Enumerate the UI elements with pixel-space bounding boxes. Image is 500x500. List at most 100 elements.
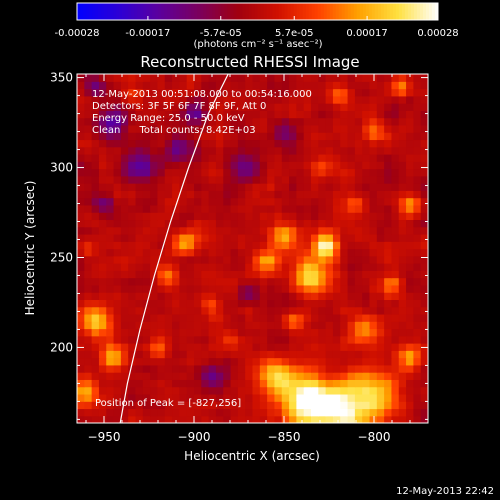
heatmap-cell	[194, 226, 202, 235]
heatmap-cell	[296, 364, 305, 373]
heatmap-cell	[303, 204, 312, 213]
heatmap-cell	[164, 74, 173, 82]
heatmap-cell	[135, 270, 144, 279]
heatmap-cell	[230, 335, 239, 344]
heatmap-cell	[91, 408, 100, 417]
heatmap-cell	[303, 299, 312, 308]
heatmap-cell	[311, 219, 319, 228]
heatmap-cell	[303, 241, 312, 250]
heatmap-cell	[215, 168, 224, 177]
heatmap-cell	[406, 146, 414, 155]
heatmap-cell	[274, 343, 283, 351]
heatmap-cell	[98, 132, 107, 141]
heatmap-cell	[325, 161, 334, 170]
heatmap-cell	[391, 364, 400, 373]
heatmap-cell	[172, 74, 180, 82]
heatmap-cell	[296, 306, 305, 315]
heatmap-cell	[186, 226, 195, 235]
heatmap-cell	[340, 379, 349, 388]
heatmap-cell	[128, 263, 137, 271]
heatmap-cell	[223, 219, 232, 228]
heatmap-cell	[179, 321, 188, 330]
heatmap-cell	[230, 284, 239, 293]
heatmap-cell	[113, 357, 122, 366]
heatmap-cell	[354, 357, 363, 366]
heatmap-cell	[384, 335, 393, 344]
heatmap-cell	[84, 81, 93, 90]
heatmap-cell	[347, 219, 356, 228]
heatmap-cell	[311, 328, 319, 337]
heatmap-cell	[406, 364, 414, 373]
colorbar-cell	[218, 3, 222, 20]
heatmap-cell	[376, 364, 385, 373]
heatmap-cell	[362, 408, 371, 417]
heatmap-cell	[340, 103, 349, 111]
heatmap-cell	[274, 175, 283, 184]
heatmap-cell	[369, 401, 378, 410]
heatmap-cell	[318, 372, 327, 380]
heatmap-cell	[252, 175, 261, 184]
heatmap-cell	[252, 292, 261, 300]
heatmap-cell	[98, 74, 107, 82]
heatmap-cell	[77, 255, 85, 264]
heatmap-cell	[245, 153, 254, 162]
heatmap-cell	[303, 372, 312, 380]
heatmap-cell	[84, 393, 93, 402]
heatmap-cell	[128, 386, 137, 395]
heatmap-cell	[157, 153, 166, 162]
heatmap-cell	[77, 233, 85, 242]
heatmap-cell	[91, 161, 100, 170]
heatmap-cell	[413, 299, 422, 308]
heatmap-cell	[142, 292, 151, 300]
heatmap-cell	[274, 408, 283, 417]
colorbar-cell	[383, 3, 388, 20]
heatmap-cell	[215, 343, 224, 351]
heatmap-cell	[237, 88, 246, 97]
heatmap-cell	[120, 175, 129, 184]
colorbar-cell	[335, 3, 340, 20]
heatmap-cell	[201, 284, 210, 293]
heatmap-cell	[420, 386, 428, 395]
heatmap-cell	[362, 183, 371, 191]
heatmap-cell	[362, 343, 371, 351]
heatmap-cell	[142, 117, 151, 126]
heatmap-cell	[194, 372, 202, 380]
heatmap-cell	[91, 95, 100, 104]
heatmap-cell	[413, 175, 422, 184]
heatmap-cell	[398, 233, 407, 242]
heatmap-cell	[318, 183, 327, 191]
heatmap-cell	[267, 161, 276, 170]
heatmap-cell	[230, 408, 239, 417]
heatmap-cell	[259, 132, 268, 141]
heatmap-cell	[384, 313, 393, 322]
heatmap-cell	[120, 386, 129, 395]
heatmap-cell	[303, 132, 312, 141]
heatmap-cell	[274, 153, 283, 162]
heatmap-cell	[420, 212, 428, 221]
heatmap-cell	[223, 335, 232, 344]
heatmap-cell	[325, 197, 334, 206]
heatmap-cell	[267, 299, 276, 308]
colorbar-cell	[377, 3, 382, 20]
heatmap-cell	[376, 379, 385, 388]
colorbar-cell	[116, 3, 120, 20]
heatmap-cell	[179, 386, 188, 395]
heatmap-cell	[208, 233, 217, 242]
heatmap-cell	[245, 379, 254, 388]
heatmap-cell	[208, 124, 217, 133]
heatmap-cell	[91, 299, 100, 308]
heatmap-cell	[281, 335, 290, 344]
heatmap-cell	[106, 103, 115, 111]
heatmap-cell	[325, 408, 334, 417]
heatmap-cell	[84, 306, 93, 315]
heatmap-cell	[128, 277, 137, 286]
heatmap-cell	[311, 110, 319, 119]
heatmap-cell	[208, 313, 217, 322]
heatmap-cell	[142, 270, 151, 279]
heatmap-cell	[281, 95, 290, 104]
heatmap-cell	[223, 364, 232, 373]
heatmap-cell	[369, 386, 378, 395]
heatmap-cell	[281, 255, 290, 264]
heatmap-cell	[311, 226, 319, 235]
